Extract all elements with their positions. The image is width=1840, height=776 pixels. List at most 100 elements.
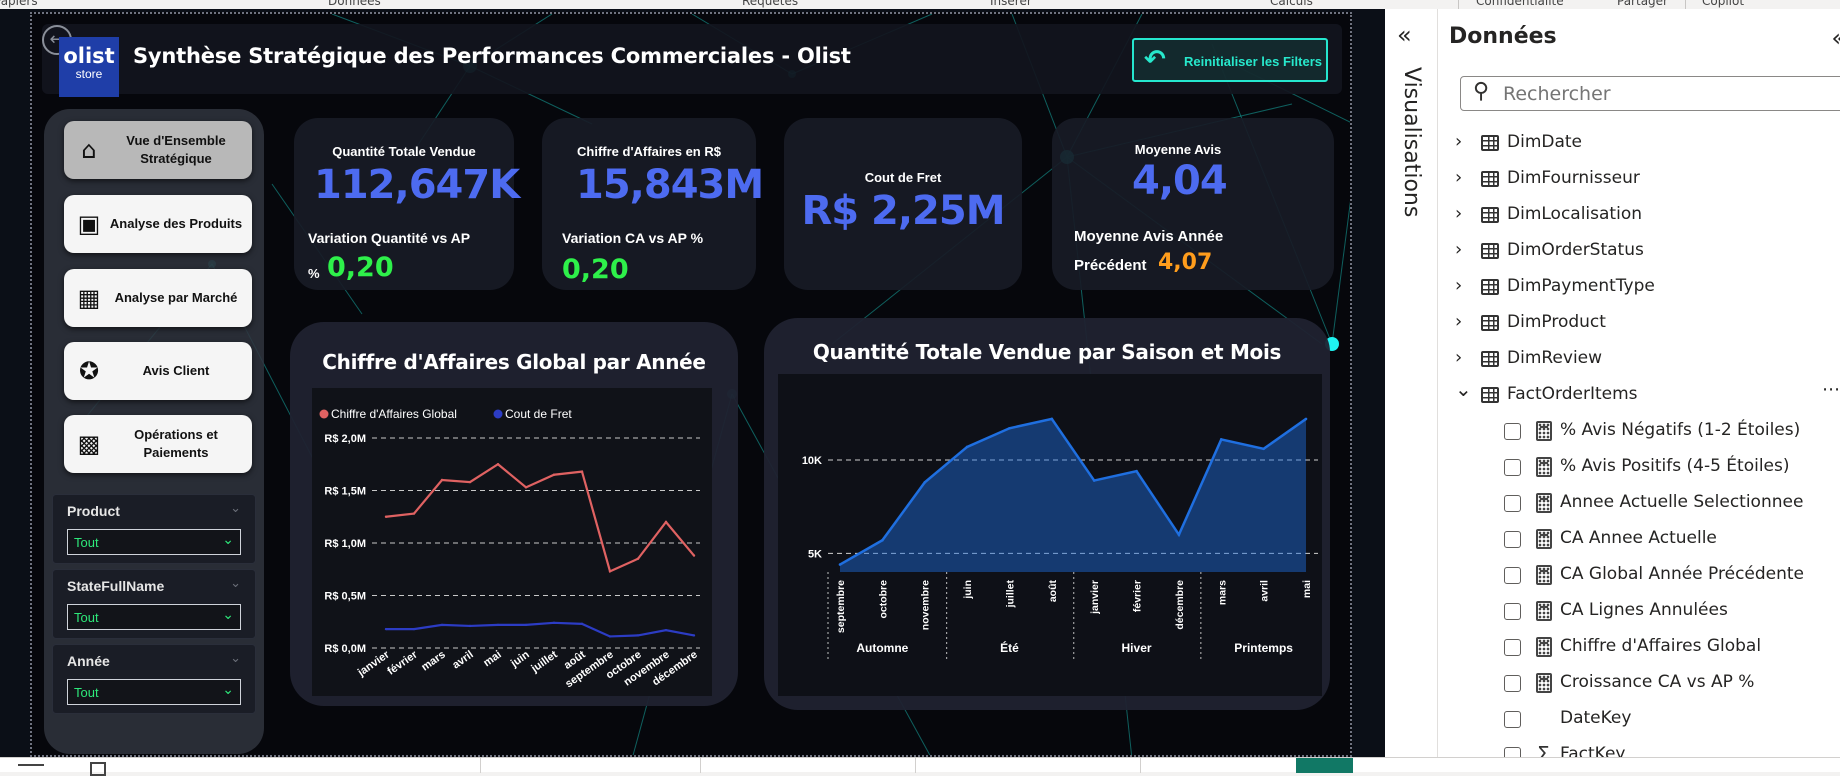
nav-button-operations[interactable]: ▩ Opérations et Paiements xyxy=(64,415,252,473)
table-icon xyxy=(1481,243,1499,259)
collapse-double-chevron-icon[interactable]: « xyxy=(1397,21,1412,49)
data-point xyxy=(1177,533,1181,536)
field-item[interactable]: CA Global Année Précédente xyxy=(1438,557,1840,593)
field-item[interactable]: DateKey xyxy=(1438,701,1840,737)
y-tick-label: R$ 0,0M xyxy=(324,643,366,655)
table-item[interactable]: › DimDate xyxy=(1438,125,1840,161)
x-tick-label: mars xyxy=(1216,580,1228,605)
field-checkbox[interactable] xyxy=(1504,639,1521,656)
quantity-area-chart-card[interactable]: Quantité Totale Vendue par Saison et Moi… xyxy=(764,318,1330,710)
chevron-right-icon[interactable]: › xyxy=(1455,347,1463,368)
quantity-area-chart[interactable]: 5K 10K septembre octobre novembre juin juillet… xyxy=(778,374,1322,696)
chevron-right-icon[interactable]: › xyxy=(1455,203,1463,224)
table-item[interactable]: › DimFournisseur xyxy=(1438,161,1840,197)
table-icon xyxy=(1481,135,1499,151)
chevron-down-icon[interactable]: ⌄ xyxy=(230,651,241,666)
data-point xyxy=(552,473,556,476)
ribbon-item[interactable]: Requêtes xyxy=(742,0,799,8)
field-checkbox[interactable] xyxy=(1504,711,1521,728)
field-item[interactable]: CA Lignes Annulées xyxy=(1438,593,1840,629)
kpi-freight-card[interactable]: Cout de Fret R$ 2,25M xyxy=(784,118,1022,290)
menu-icon[interactable] xyxy=(18,764,44,766)
table-item[interactable]: › DimProduct xyxy=(1438,305,1840,341)
slicer-dropdown[interactable]: Tout ⌄ xyxy=(67,529,241,555)
slicer-dropdown[interactable]: Tout ⌄ xyxy=(67,604,241,630)
field-checkbox[interactable] xyxy=(1504,531,1521,548)
field-item[interactable]: Annee Actuelle Selectionnee xyxy=(1438,485,1840,521)
field-item[interactable]: Croissance CA vs AP % xyxy=(1438,665,1840,701)
visualisations-label[interactable]: Visualisations xyxy=(1399,67,1424,218)
kpi-variation-label: Variation Quantité vs AP xyxy=(308,230,471,246)
search-box[interactable]: ⚲ xyxy=(1460,76,1840,111)
calculator-icon xyxy=(1536,457,1552,477)
slicer-year: Année ⌄ Tout ⌄ xyxy=(52,644,256,714)
field-checkbox[interactable] xyxy=(1504,495,1521,512)
field-item[interactable]: CA Annee Actuelle xyxy=(1438,521,1840,557)
chevron-right-icon[interactable]: › xyxy=(1455,275,1463,296)
field-checkbox[interactable] xyxy=(1504,675,1521,692)
chevron-right-icon[interactable]: › xyxy=(1455,311,1463,332)
field-checkbox[interactable] xyxy=(1504,423,1521,440)
search-input[interactable] xyxy=(1503,81,1840,107)
ribbon-item[interactable]: Partager xyxy=(1617,0,1668,8)
ribbon-item[interactable]: Confidentialité xyxy=(1476,0,1564,8)
ribbon-item[interactable]: Insérer xyxy=(990,0,1032,8)
ribbon-item[interactable]: Copilot xyxy=(1702,0,1745,8)
nav-button-market[interactable]: ▦ Analyse par Marché xyxy=(64,269,252,327)
field-checkbox[interactable] xyxy=(1504,567,1521,584)
nav-button-label: Analyse par Marché xyxy=(114,290,238,305)
revenue-line-chart-card[interactable]: Chiffre d'Affaires Global par Année R$ 0… xyxy=(290,322,738,706)
collapse-pane-icon[interactable]: « xyxy=(1831,24,1840,52)
reset-filters-button[interactable]: ↶ Reinitialiser les Filters xyxy=(1132,38,1328,82)
field-item[interactable]: % Avis Positifs (4-5 Étoiles) xyxy=(1438,449,1840,485)
x-tick-label: juin xyxy=(962,580,974,600)
field-item[interactable]: Chiffre d'Affaires Global xyxy=(1438,629,1840,665)
ribbon-item[interactable]: Données xyxy=(328,0,381,8)
y-tick-label: 10K xyxy=(802,455,822,467)
chevron-down-icon[interactable]: ⌄ xyxy=(230,501,241,516)
ribbon-item[interactable]: Papiers xyxy=(0,0,38,8)
field-checkbox[interactable] xyxy=(1504,603,1521,620)
data-point xyxy=(580,622,584,626)
nav-button-overview[interactable]: ⌂ Vue d'Ensemble Stratégique xyxy=(64,121,252,179)
data-point xyxy=(923,481,927,484)
group-label: Été xyxy=(1000,640,1019,655)
kpi-quantity-card[interactable]: Quantité Totale Vendue 112,647K Variatio… xyxy=(294,118,520,290)
chevron-right-icon[interactable]: › xyxy=(1455,131,1463,152)
slicer-dropdown[interactable]: Tout ⌄ xyxy=(67,679,241,705)
ribbon-item[interactable]: Calculs xyxy=(1270,0,1313,8)
table-item[interactable]: › DimOrderStatus xyxy=(1438,233,1840,269)
table-item[interactable]: ⌄ FactOrderItems ⋯ xyxy=(1438,377,1840,413)
data-point xyxy=(636,634,640,637)
x-tick-label: février xyxy=(1132,580,1144,612)
table-item[interactable]: › DimLocalisation xyxy=(1438,197,1840,233)
data-point xyxy=(552,621,556,624)
data-point xyxy=(468,480,472,484)
data-point xyxy=(496,623,500,627)
kpi-rating-card[interactable]: Moyenne Avis 4,04 Moyenne Avis Année Pré… xyxy=(1052,118,1334,290)
box-icon: ▣ xyxy=(77,210,101,238)
slicer-value: Tout xyxy=(74,535,99,550)
data-point xyxy=(580,470,584,473)
more-options-icon[interactable]: ⋯ xyxy=(1822,379,1840,400)
nav-button-products[interactable]: ▣ Analyse des Produits xyxy=(64,195,252,253)
data-point xyxy=(524,486,528,489)
field-name: % Avis Négatifs (1-2 Étoiles) xyxy=(1560,420,1801,440)
kpi-revenue-card[interactable]: Chiffre d'Affaires en R$ 15,843M Variati… xyxy=(542,118,764,290)
active-page-tab[interactable] xyxy=(1296,758,1353,773)
chevron-right-icon[interactable]: › xyxy=(1455,239,1463,260)
slicer-title: Product xyxy=(67,503,120,519)
table-name: DimFournisseur xyxy=(1507,168,1640,188)
table-item[interactable]: › DimPaymentType xyxy=(1438,269,1840,305)
chevron-down-icon[interactable]: ⌄ xyxy=(1455,377,1472,401)
chevron-right-icon[interactable]: › xyxy=(1455,167,1463,188)
chevron-down-icon: ⌄ xyxy=(222,682,234,698)
nav-button-reviews[interactable]: ✪ Avis Client xyxy=(64,342,252,400)
field-item[interactable]: % Avis Négatifs (1-2 Étoiles) xyxy=(1438,413,1840,449)
revenue-line-chart[interactable]: R$ 0,0MR$ 0,5MR$ 1,0MR$ 1,5MR$ 2,0Mjanvi… xyxy=(312,388,712,696)
chevron-down-icon[interactable]: ⌄ xyxy=(230,576,241,591)
table-item[interactable]: › DimReview xyxy=(1438,341,1840,377)
table-icon xyxy=(1481,279,1499,295)
field-checkbox[interactable] xyxy=(1504,459,1521,476)
page-icon[interactable] xyxy=(90,762,106,776)
